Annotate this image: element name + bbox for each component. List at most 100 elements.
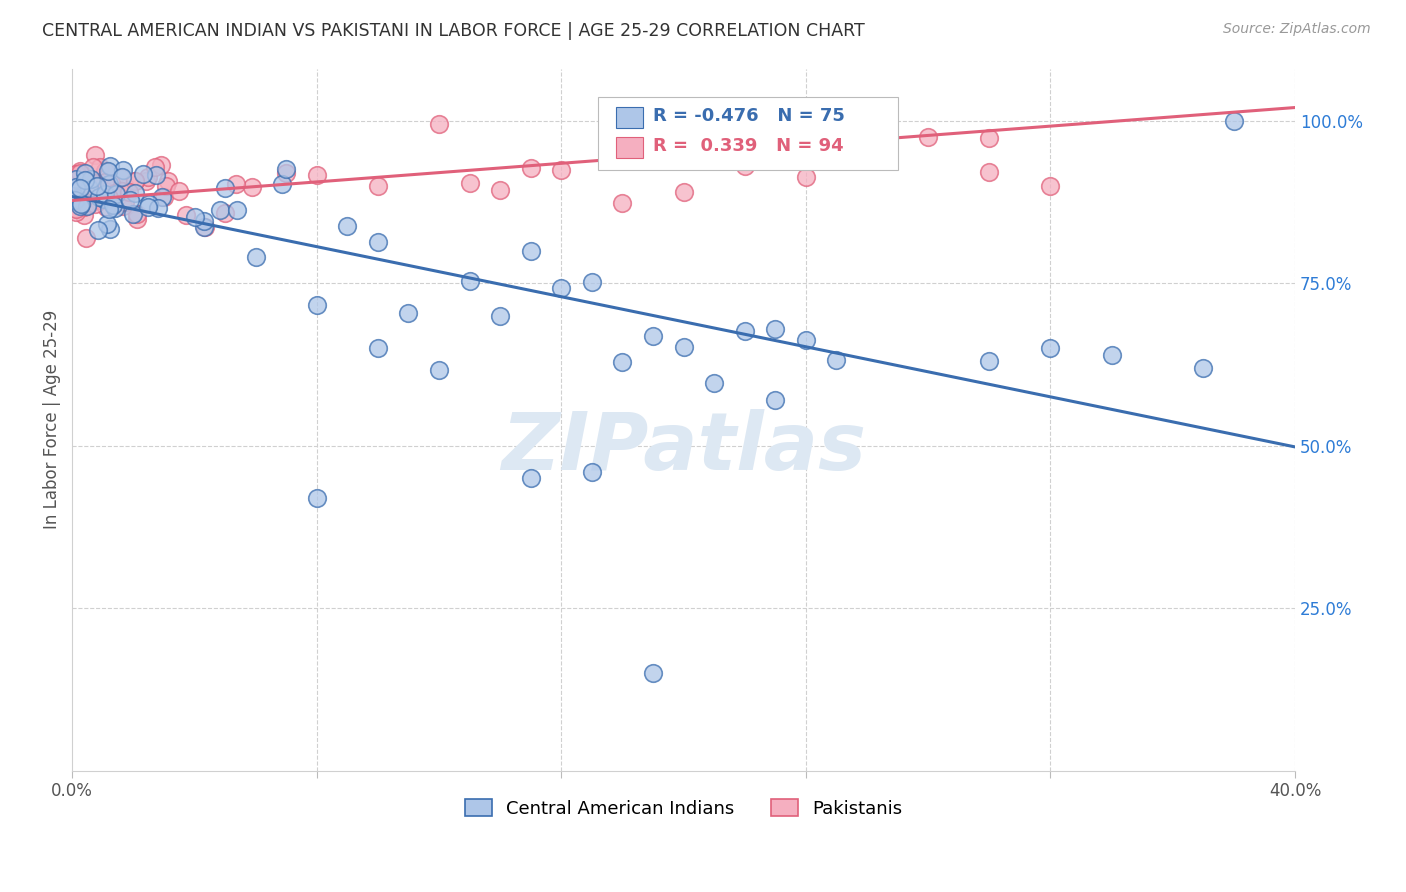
Point xyxy=(103,187,125,202)
Point xyxy=(367,235,389,249)
Point xyxy=(98,177,121,191)
Point xyxy=(979,354,1001,368)
Point xyxy=(641,666,664,681)
Point xyxy=(149,158,172,172)
Point xyxy=(734,324,756,338)
Point xyxy=(143,161,166,175)
Point xyxy=(110,170,132,185)
Point xyxy=(136,169,159,184)
Point xyxy=(111,163,134,178)
Point xyxy=(979,131,1001,145)
Point xyxy=(581,465,603,479)
Point xyxy=(72,195,94,210)
Point xyxy=(794,333,817,347)
Point xyxy=(194,220,217,235)
Point xyxy=(65,185,87,199)
Point xyxy=(1039,341,1062,355)
Point xyxy=(1223,113,1246,128)
Point xyxy=(825,352,848,367)
Point xyxy=(83,148,105,162)
Point xyxy=(1039,179,1062,194)
Point xyxy=(489,309,512,323)
Point xyxy=(734,160,756,174)
Point xyxy=(794,169,817,184)
Legend: Central American Indians, Pakistanis: Central American Indians, Pakistanis xyxy=(457,791,910,825)
Point xyxy=(169,184,191,198)
Point xyxy=(94,184,117,198)
Point xyxy=(146,201,169,215)
Point xyxy=(96,200,118,214)
Point xyxy=(271,177,294,191)
Point xyxy=(703,376,725,390)
Point xyxy=(89,161,111,175)
Point xyxy=(111,185,134,199)
Point xyxy=(176,208,198,222)
Point xyxy=(65,191,87,205)
Point xyxy=(458,274,481,288)
Point xyxy=(550,163,572,178)
Point xyxy=(87,194,110,208)
Point xyxy=(672,340,695,354)
Point xyxy=(65,193,87,207)
Point xyxy=(67,199,90,213)
Point xyxy=(550,281,572,295)
Point xyxy=(581,275,603,289)
Point xyxy=(104,187,127,202)
Point xyxy=(979,165,1001,179)
Point xyxy=(100,177,122,191)
Point xyxy=(101,198,124,212)
Point xyxy=(520,244,543,258)
Point xyxy=(136,200,159,214)
Bar xyxy=(616,107,644,128)
Point xyxy=(104,186,127,201)
Point xyxy=(193,219,215,234)
Point xyxy=(86,179,108,194)
Point xyxy=(122,207,145,221)
Point xyxy=(101,191,124,205)
Point xyxy=(73,200,96,214)
Point xyxy=(94,186,117,201)
Point xyxy=(73,208,96,222)
Point xyxy=(427,117,450,131)
Point xyxy=(112,198,135,212)
Point xyxy=(93,193,115,207)
Point xyxy=(97,163,120,178)
Point xyxy=(73,190,96,204)
Point xyxy=(127,212,149,227)
Point xyxy=(75,182,97,196)
Point xyxy=(1192,360,1215,375)
Point xyxy=(83,176,105,190)
Point xyxy=(150,190,173,204)
Text: Source: ZipAtlas.com: Source: ZipAtlas.com xyxy=(1223,22,1371,37)
Point xyxy=(124,174,146,188)
Point xyxy=(100,222,122,236)
Point xyxy=(1101,348,1123,362)
Point xyxy=(79,180,101,194)
Bar xyxy=(616,137,644,159)
Point xyxy=(240,180,263,194)
Y-axis label: In Labor Force | Age 25-29: In Labor Force | Age 25-29 xyxy=(44,310,60,529)
Point xyxy=(65,191,87,205)
Point xyxy=(72,182,94,196)
Point xyxy=(641,328,664,343)
Point xyxy=(77,187,100,202)
Point xyxy=(245,251,267,265)
Point xyxy=(80,172,103,186)
Text: R =  0.339   N = 94: R = 0.339 N = 94 xyxy=(652,136,844,154)
Point xyxy=(125,207,148,221)
Point xyxy=(96,217,118,231)
Point xyxy=(79,191,101,205)
Point xyxy=(75,230,97,244)
Point xyxy=(208,203,231,218)
Point xyxy=(276,166,298,180)
Point xyxy=(77,197,100,211)
Point xyxy=(157,174,180,188)
Point xyxy=(65,170,87,185)
Point xyxy=(69,199,91,213)
Point xyxy=(96,193,118,207)
Point xyxy=(94,175,117,189)
Point xyxy=(82,160,104,174)
Point xyxy=(89,179,111,194)
Point xyxy=(193,214,215,228)
Point xyxy=(72,194,94,209)
